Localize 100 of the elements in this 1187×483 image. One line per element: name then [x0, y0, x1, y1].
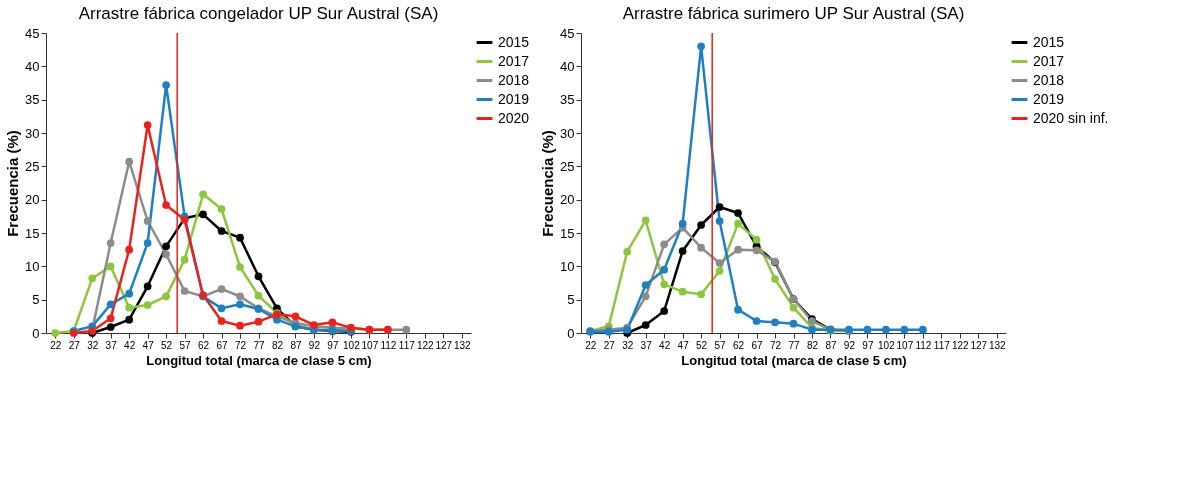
point [660, 265, 669, 274]
point [863, 325, 872, 334]
x-tick-label: 112 [915, 339, 932, 351]
point [697, 243, 705, 252]
legend-label: 2019 [498, 90, 530, 107]
point [882, 325, 890, 334]
y-tick-label: 35 [25, 92, 40, 108]
x-tick-label: 82 [806, 339, 819, 351]
y-tick-label: 0 [567, 325, 575, 341]
x-tick-label: 127 [970, 339, 988, 351]
x-tick-label: 22 [50, 339, 62, 351]
point [125, 315, 134, 324]
x-tick-label: 42 [124, 339, 136, 351]
x-tick-label: 127 [435, 339, 453, 351]
point [678, 219, 687, 228]
point [715, 203, 724, 211]
point [125, 303, 134, 312]
x-tick-label: 77 [253, 339, 265, 351]
x-tick-label: 97 [327, 339, 339, 351]
y-tick-label: 45 [560, 25, 575, 41]
point [143, 282, 152, 291]
x-tick-label: 107 [896, 339, 914, 351]
legend-label: 2015 [498, 33, 530, 50]
point [697, 290, 705, 299]
x-tick-label: 102 [343, 339, 361, 351]
legend-label: 2015 [1033, 33, 1065, 50]
point [752, 246, 761, 255]
legend-label: 2017 [1033, 52, 1065, 69]
y-tick-label: 30 [560, 125, 575, 141]
x-axis-title: Longitud total (marca de clase 5 cm) [146, 352, 372, 368]
point [180, 287, 189, 295]
point [771, 275, 779, 283]
point [106, 323, 115, 331]
y-tick-label: 20 [25, 192, 40, 208]
x-tick-label: 112 [380, 339, 397, 351]
x-tick-label: 42 [659, 339, 671, 351]
point [328, 318, 337, 327]
point [660, 307, 669, 315]
y-tick-label: 20 [560, 192, 575, 208]
y-tick-label: 5 [32, 292, 40, 308]
point [715, 267, 724, 275]
point [106, 300, 115, 309]
point [660, 280, 669, 289]
x-tick-label: 122 [416, 339, 435, 351]
legend-label: 2018 [1033, 71, 1065, 88]
point [180, 255, 189, 264]
point [254, 272, 263, 281]
point [254, 291, 263, 300]
x-tick-label: 52 [161, 339, 173, 351]
point [125, 245, 134, 254]
x-tick-label: 27 [603, 339, 616, 351]
point [88, 274, 97, 283]
x-tick-label: 77 [788, 339, 800, 351]
legend-label: 2019 [1033, 90, 1065, 107]
y-tick-label: 30 [25, 125, 40, 141]
point [678, 247, 687, 255]
y-tick-label: 10 [25, 258, 40, 274]
x-tick-label: 22 [585, 339, 597, 351]
point [771, 318, 779, 327]
x-tick-label: 37 [640, 339, 653, 351]
point [715, 217, 724, 225]
x-tick-label: 27 [68, 339, 81, 351]
point [900, 325, 909, 334]
point [752, 317, 761, 325]
point [641, 321, 650, 329]
point [236, 233, 244, 242]
x-tick-label: 67 [216, 339, 229, 351]
x-tick-label: 122 [951, 339, 970, 351]
legend-label: 2020 [498, 109, 530, 126]
point [162, 242, 170, 251]
point [143, 217, 152, 225]
point [678, 287, 687, 296]
point [236, 292, 244, 301]
x-tick-label: 72 [234, 339, 247, 351]
point [734, 305, 742, 314]
x-tick-label: 67 [751, 339, 764, 351]
chart-title: Arrastre fábrica congelador UP Sur Austral (SA) [78, 4, 439, 23]
point [734, 245, 742, 254]
point [715, 259, 724, 267]
point [623, 247, 632, 256]
x-tick-label: 92 [843, 339, 856, 351]
point [697, 42, 705, 51]
y-tick-label: 15 [25, 225, 40, 241]
x-tick-label: 32 [622, 339, 634, 351]
point [143, 301, 152, 309]
point [199, 210, 207, 219]
y-tick-label: 45 [25, 25, 40, 41]
x-tick-label: 132 [988, 339, 1007, 351]
x-tick-label: 107 [361, 339, 379, 351]
point [697, 221, 705, 229]
y-axis-title: Frecuencia (%) [539, 130, 557, 237]
point [199, 190, 207, 199]
y-tick-label: 25 [25, 158, 40, 174]
point [734, 209, 742, 217]
point [789, 319, 798, 328]
y-axis-title: Frecuencia (%) [4, 130, 22, 237]
point [125, 157, 134, 166]
y-tick-label: 40 [560, 58, 575, 74]
point [236, 300, 244, 309]
x-tick-label: 47 [142, 339, 155, 351]
